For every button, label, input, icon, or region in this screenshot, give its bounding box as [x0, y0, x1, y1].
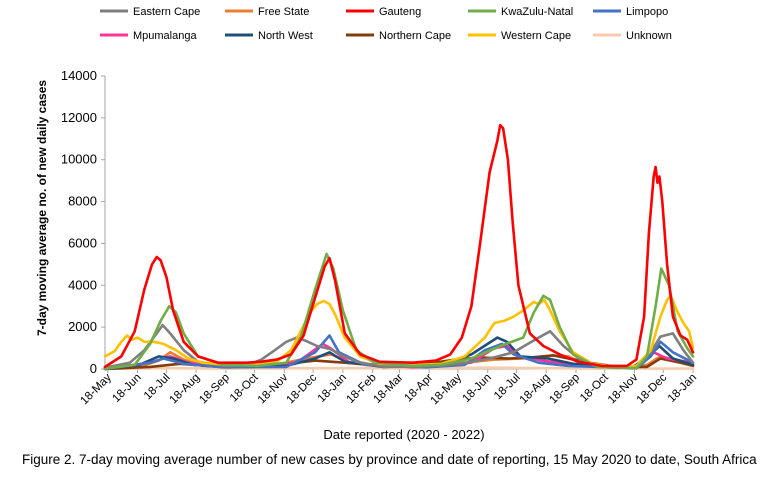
legend-label-limpopo: Limpopo: [626, 6, 668, 18]
x-tick-label: 18-Dec: [635, 371, 670, 406]
x-tick-label: 18-May: [78, 371, 114, 407]
y-tick-label: 2000: [68, 319, 97, 334]
legend-label-mpumalanga: Mpumalanga: [133, 30, 197, 42]
x-tick-label: 18-Nov: [606, 371, 641, 406]
x-tick-label: 18-Aug: [168, 372, 203, 407]
y-tick-label: 14000: [61, 68, 97, 83]
series-line-kwazulu-natal: [103, 252, 695, 370]
x-tick-label: 18-Jun: [110, 372, 143, 405]
legend-label-eastern-cape: Eastern Cape: [133, 6, 200, 18]
legend-label-unknown: Unknown: [626, 30, 672, 42]
legend-label-kwazulu-natal: KwaZulu-Natal: [501, 6, 573, 18]
x-axis: 18-May18-Jun18-Jul18-Aug18-Sep18-Oct18-N…: [78, 368, 699, 407]
series-line-gauteng: [103, 123, 695, 369]
x-tick-label: 18-Dec: [285, 371, 320, 406]
legend-label-free-state: Free State: [258, 6, 309, 18]
series-line-unknown: [103, 366, 695, 371]
x-tick-label: 18-Sep: [547, 372, 582, 407]
x-tick-label: 18-Sep: [197, 372, 232, 407]
figure-caption: Figure 2. 7-day moving average number of…: [22, 452, 757, 467]
legend-label-gauteng: Gauteng: [379, 6, 421, 18]
legend: Eastern Cape Free State Gauteng KwaZulu-Nat…: [100, 6, 672, 42]
y-tick-label: 12000: [61, 110, 97, 125]
y-tick-label: 6000: [68, 235, 97, 250]
y-tick-label: 10000: [61, 152, 97, 167]
legend-label-north-west: North West: [258, 30, 313, 42]
y-tick-label: 8000: [68, 194, 97, 209]
x-tick-label: 18-Jan: [316, 372, 349, 405]
y-tick-label: 0: [90, 361, 97, 376]
y-axis: 0 2000 4000 6000 8000 10000 12000 14000: [61, 68, 106, 376]
y-tick-label: 4000: [68, 277, 97, 292]
x-tick-label: 18-Nov: [256, 371, 291, 406]
legend-label-northern-cape: Northern Cape: [379, 30, 451, 42]
x-tick-label: 18-May: [429, 371, 465, 407]
x-tick-label: 18-Jan: [666, 372, 699, 405]
x-axis-label: Date reported (2020 - 2022): [323, 427, 484, 442]
legend-label-western-cape: Western Cape: [501, 30, 571, 42]
y-axis-label: 7-day moving average no. of new daily ca…: [35, 80, 49, 336]
chart: Eastern Cape Free State Gauteng KwaZulu-Nat…: [35, 6, 699, 442]
x-tick-label: 18-Aug: [518, 372, 553, 407]
x-tick-label: 18-Jun: [460, 372, 493, 405]
x-tick-label: 18-Mar: [371, 372, 405, 406]
plot-area: [103, 123, 695, 371]
